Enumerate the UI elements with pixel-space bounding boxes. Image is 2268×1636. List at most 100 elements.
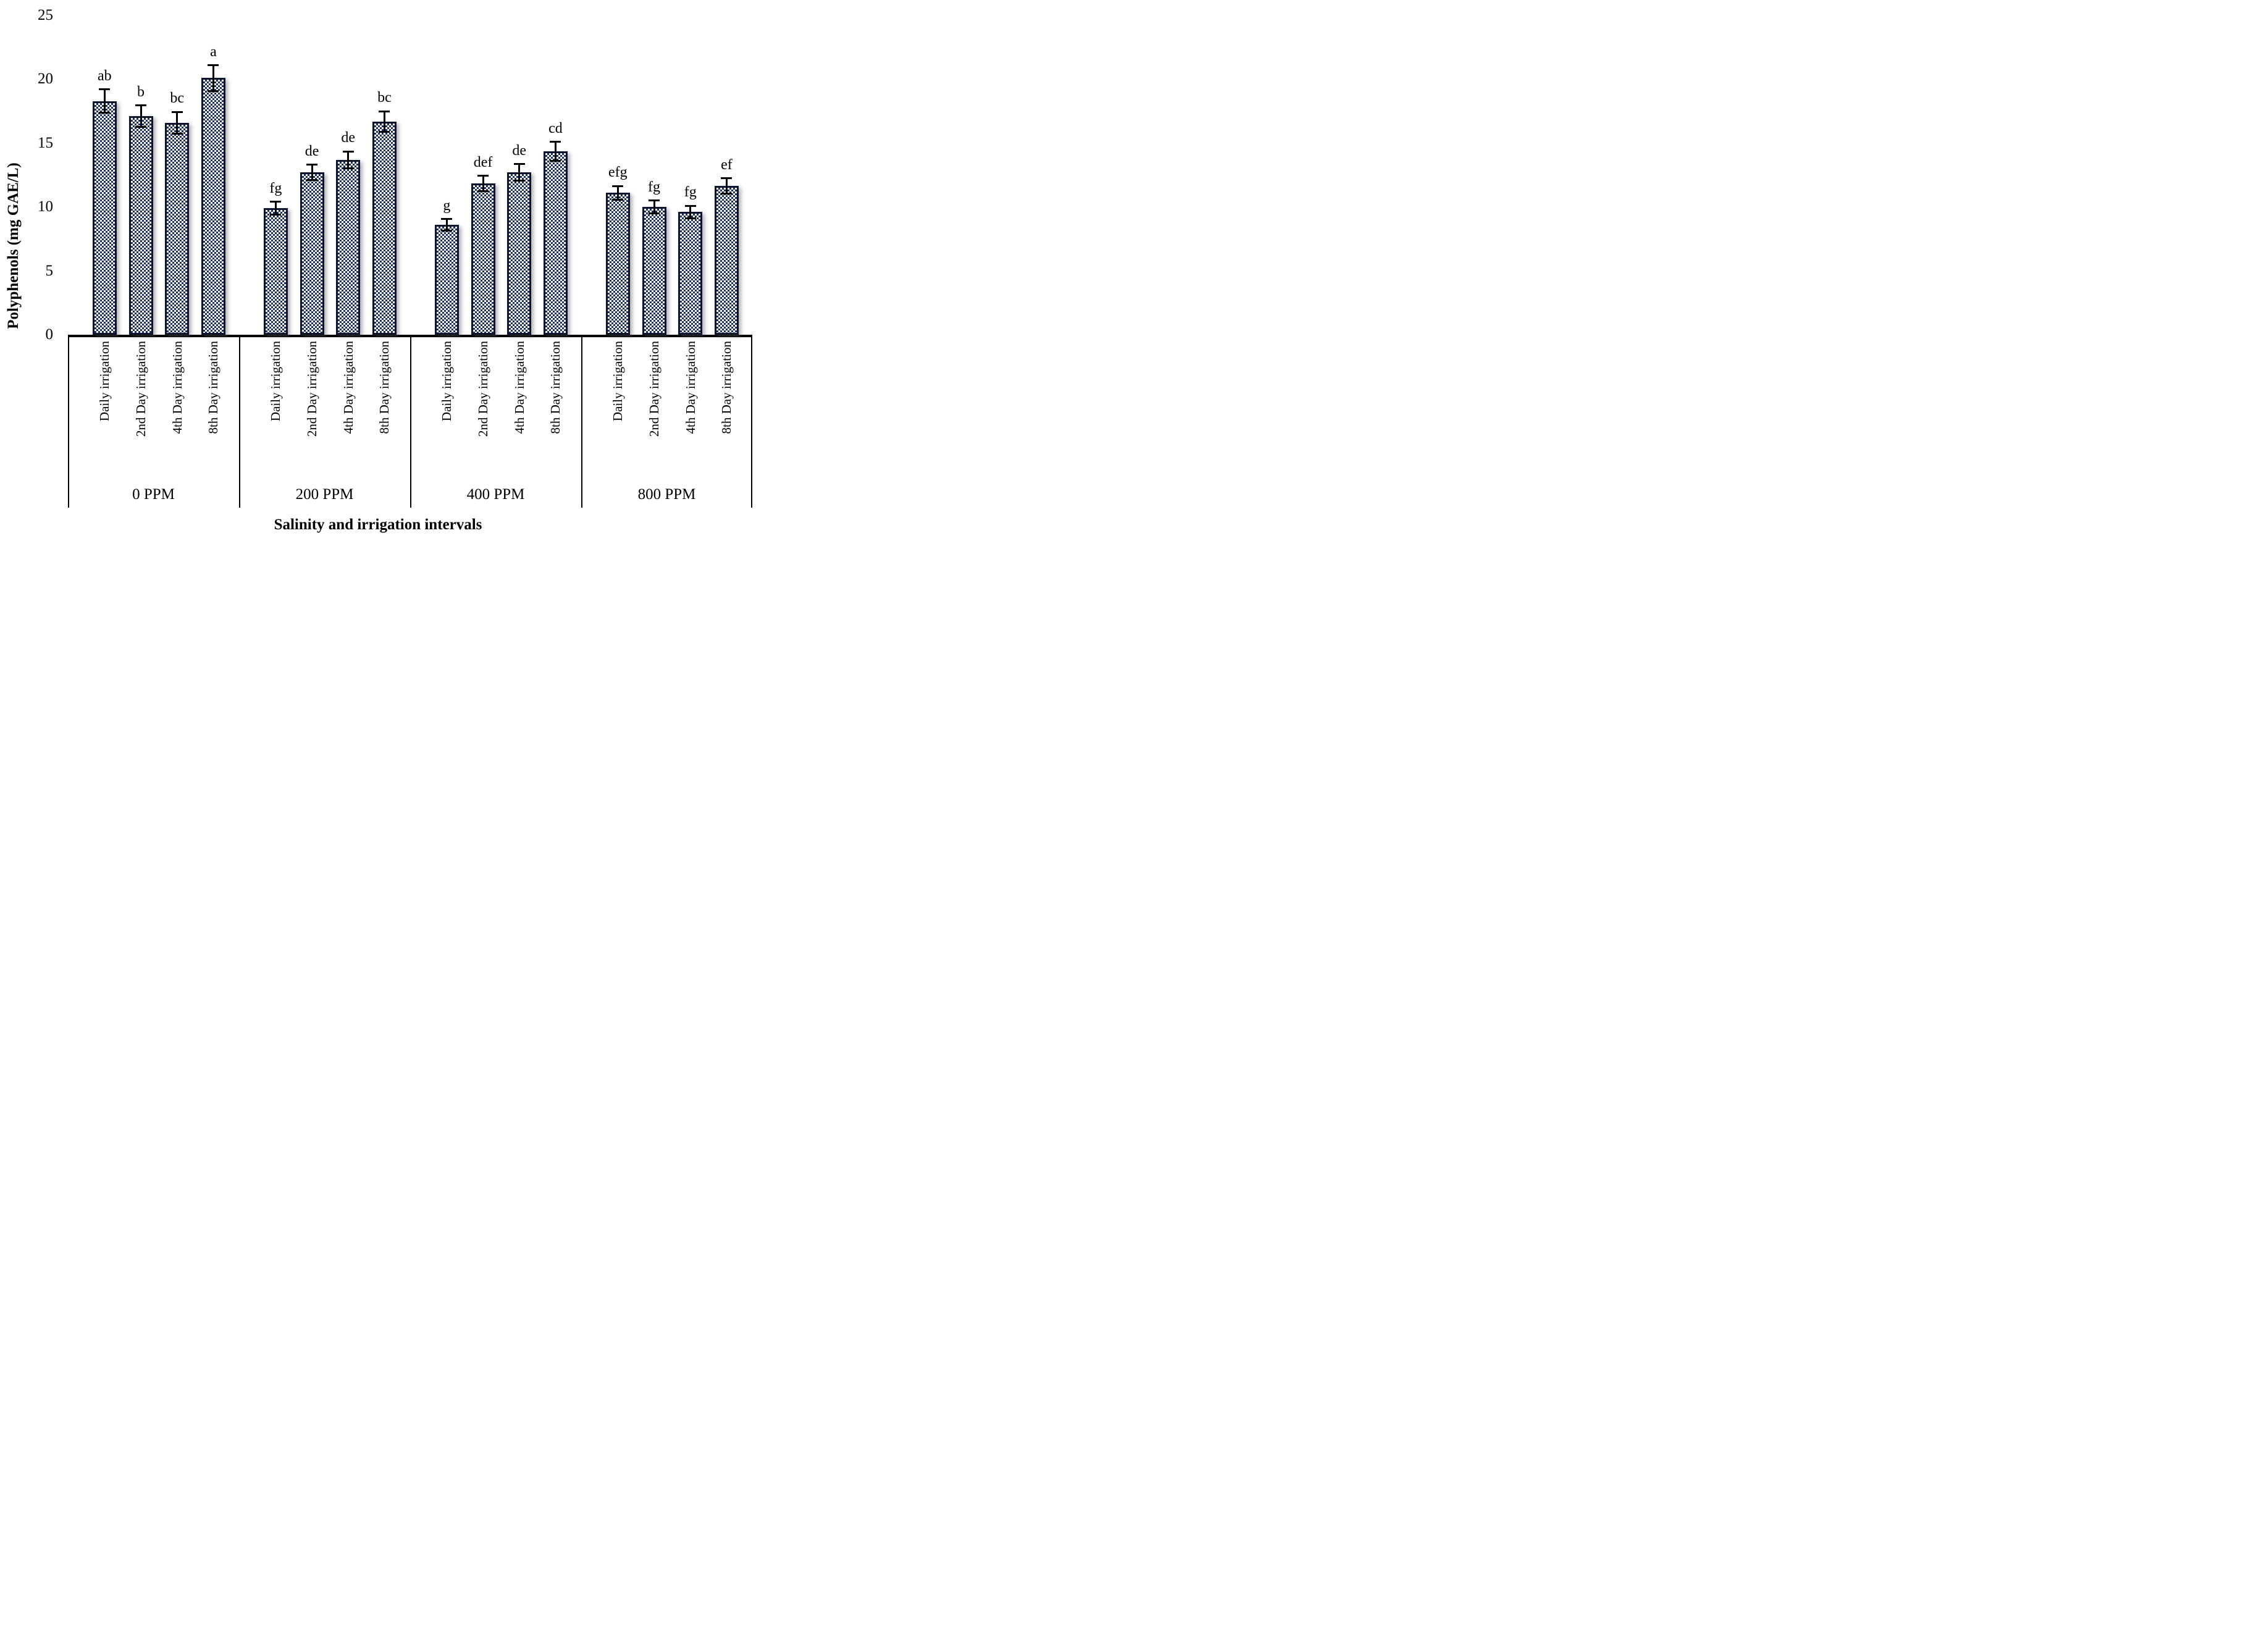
error-bar-top-cap	[477, 175, 489, 177]
error-bar-top-cap	[342, 150, 354, 153]
category-label: 2nd Day irrigation	[133, 341, 149, 437]
error-bar-top-cap	[135, 104, 147, 107]
error-bar-bottom-cap	[208, 90, 219, 92]
bar	[471, 183, 495, 335]
group-label: 400 PPM	[466, 486, 525, 503]
significance-letter: def	[473, 154, 493, 170]
bar	[507, 172, 532, 335]
error-bar-top-cap	[171, 111, 183, 113]
error-bar	[103, 89, 106, 113]
group-separator	[68, 337, 69, 508]
significance-letter: fg	[684, 184, 697, 201]
bar	[605, 193, 630, 335]
bar	[642, 207, 666, 335]
category-label: 8th Day irrigation	[377, 341, 392, 434]
error-bar	[176, 112, 178, 134]
error-bar	[140, 105, 142, 127]
y-tick-label: 5	[45, 262, 54, 279]
error-bar	[689, 206, 692, 219]
error-bar	[653, 200, 655, 214]
error-bar-top-cap	[379, 110, 390, 112]
error-bar	[347, 151, 350, 169]
error-bar-top-cap	[649, 199, 660, 202]
error-bar-bottom-cap	[513, 180, 525, 182]
significance-letter: b	[137, 83, 145, 100]
category-label: Daily irrigation	[97, 341, 112, 422]
y-tick-label: 25	[38, 7, 53, 23]
category-label: 2nd Day irrigation	[647, 341, 662, 437]
significance-letter: de	[304, 143, 319, 159]
error-bar	[383, 111, 385, 132]
error-bar-top-cap	[208, 64, 219, 67]
category-label: 2nd Day irrigation	[476, 341, 491, 437]
error-bar-top-cap	[99, 88, 111, 91]
error-bar	[616, 186, 619, 200]
error-bar-bottom-cap	[684, 217, 696, 220]
error-bar-top-cap	[270, 201, 282, 203]
category-label: Daily irrigation	[610, 341, 626, 422]
significance-letter: de	[512, 142, 527, 159]
bar	[434, 225, 459, 335]
group-separator	[239, 337, 240, 508]
significance-letter: bc	[377, 90, 392, 106]
significance-letter: cd	[548, 120, 563, 136]
bar	[336, 159, 361, 335]
error-bar	[518, 164, 521, 181]
group-label: 200 PPM	[295, 486, 354, 503]
error-bar	[554, 141, 556, 161]
error-bar-bottom-cap	[306, 179, 318, 182]
error-bar-bottom-cap	[342, 167, 354, 169]
error-bar-bottom-cap	[379, 130, 390, 133]
error-bar-bottom-cap	[550, 160, 561, 162]
category-label: 4th Day irrigation	[682, 341, 698, 434]
error-bar-bottom-cap	[171, 132, 183, 135]
error-bar-bottom-cap	[612, 199, 624, 201]
significance-letter: fg	[648, 178, 661, 195]
bar	[543, 151, 568, 335]
error-bar	[274, 201, 277, 215]
error-bar-bottom-cap	[477, 190, 489, 192]
category-label: 4th Day irrigation	[169, 341, 185, 434]
bar	[201, 78, 225, 335]
error-bar-top-cap	[306, 164, 318, 166]
error-bar-top-cap	[550, 141, 561, 143]
y-tick-label: 15	[38, 134, 53, 151]
y-axis-title: Polyphenols (mg GAE/L)	[5, 162, 22, 329]
error-bar-top-cap	[721, 177, 733, 180]
error-bar	[445, 219, 448, 231]
error-bar	[311, 164, 313, 180]
category-label: Daily irrigation	[268, 341, 284, 422]
bar	[92, 101, 117, 335]
significance-letter: ab	[98, 67, 112, 84]
x-axis-title: Salinity and irrigation intervals	[274, 516, 482, 533]
error-bar-bottom-cap	[441, 229, 453, 232]
error-bar-top-cap	[441, 218, 453, 220]
error-bar-top-cap	[513, 163, 525, 166]
error-bar-bottom-cap	[649, 212, 660, 215]
category-label: 2nd Day irrigation	[304, 341, 320, 437]
error-bar-top-cap	[684, 204, 696, 207]
error-bar	[725, 178, 728, 194]
category-label: 8th Day irrigation	[548, 341, 563, 434]
group-label: 0 PPM	[132, 486, 175, 503]
significance-letter: de	[341, 130, 356, 146]
bar	[678, 212, 703, 335]
x-axis-line	[68, 335, 752, 337]
error-bar	[212, 65, 214, 91]
bar	[165, 122, 190, 335]
bar	[263, 208, 288, 335]
category-label: 4th Day irrigation	[511, 341, 527, 434]
y-tick-label: 10	[38, 198, 53, 216]
error-bar-bottom-cap	[135, 126, 147, 128]
significance-letter: fg	[269, 180, 282, 196]
category-label: 8th Day irrigation	[206, 341, 221, 434]
category-label: 8th Day irrigation	[719, 341, 734, 434]
error-bar-bottom-cap	[721, 192, 733, 195]
group-separator	[581, 337, 582, 508]
group-separator	[410, 337, 411, 508]
significance-letter: ef	[721, 156, 733, 173]
error-bar-bottom-cap	[99, 111, 111, 114]
significance-letter: efg	[608, 164, 628, 181]
category-label: Daily irrigation	[439, 341, 455, 422]
y-tick-label: 0	[45, 326, 54, 343]
